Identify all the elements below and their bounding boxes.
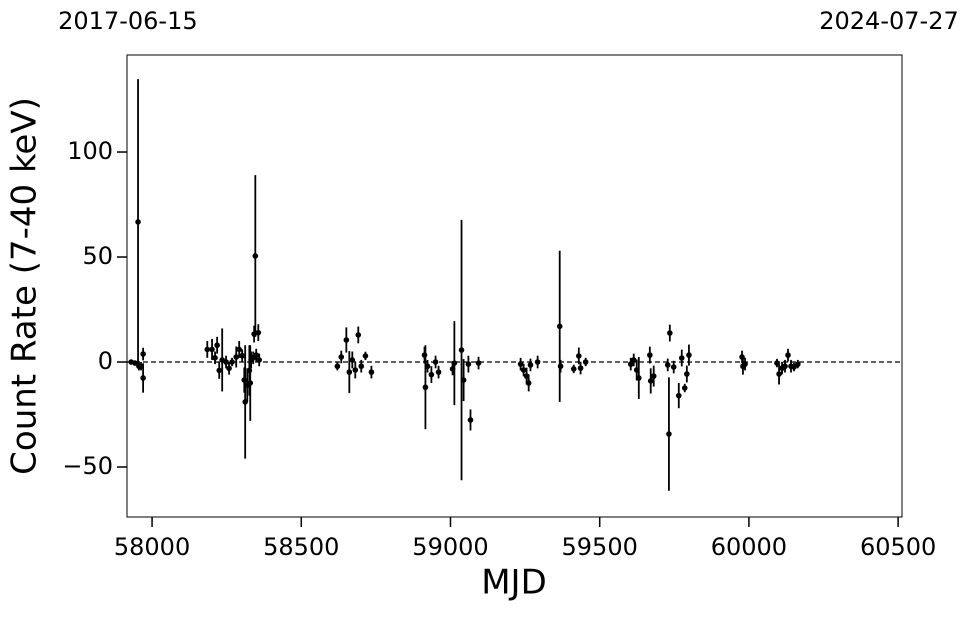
data-point [458,347,465,353]
data-point [667,330,673,336]
data-point [650,373,657,379]
x-axis-label: MJD [481,563,547,603]
data-point [742,361,748,367]
x-tick-label: 59000 [412,533,488,561]
data-point [435,369,442,375]
data-point [627,361,634,367]
data-point [355,332,362,338]
data-point [256,357,263,363]
data-point [776,371,782,377]
plot-frame [126,54,903,518]
data-point [666,431,672,437]
x-tick-label: 59500 [562,533,638,561]
data-point [670,364,677,370]
data-point [140,375,146,381]
y-tick-label: 0 [98,347,113,375]
data-point [212,355,218,361]
data-point [358,363,365,370]
data-point [467,417,474,423]
data-point [475,360,482,366]
data-point [686,352,692,358]
data-point [556,323,563,330]
y-axis-label: Count Rate (7-40 keV) [5,97,45,475]
data-point [582,359,589,365]
data-point [368,369,375,375]
y-tick-label: −50 [62,452,113,480]
data-point [255,329,262,336]
data-point [791,364,797,370]
data-point [681,385,688,391]
data-point [422,384,429,391]
data-point [675,392,682,399]
data-point [460,377,467,383]
data-point [132,360,138,366]
data-point [577,365,584,371]
data-point [570,366,577,372]
data-point [647,352,653,358]
x-tick-label: 58500 [263,533,339,561]
data-point [214,342,220,349]
data-point [517,361,524,367]
data-point [226,365,232,372]
data-point [664,362,671,368]
data-point [520,367,527,373]
x-tick-label: 58000 [114,533,190,561]
data-point [647,378,654,384]
data-point [236,346,243,353]
data-point [525,380,532,386]
x-tick-label: 60500 [860,533,936,561]
data-point [432,359,439,365]
data-point [338,354,345,360]
data-point [349,357,356,363]
data-point [135,219,141,225]
data-point [334,363,341,370]
data-point [229,359,235,365]
data-point [204,346,211,353]
data-point [424,363,431,370]
data-point [576,353,582,359]
data-point [343,337,350,343]
data-point [678,355,685,361]
data-point [140,351,146,357]
data-point [527,362,534,368]
data-point [782,363,788,370]
data-point [684,371,690,377]
data-point [785,352,791,358]
data-point [247,380,254,386]
top-date-label: 2024-07-27 [819,7,958,35]
data-point [233,354,240,360]
data-point [795,361,801,367]
data-point [465,361,472,367]
y-tick-label: 100 [67,137,113,165]
top-date-label: 2017-06-15 [58,7,197,35]
data-point [635,375,642,381]
x-tick-label: 60000 [711,533,787,561]
data-point [362,353,369,359]
data-point [557,363,564,370]
data-point [428,371,435,378]
y-tick-label: 50 [82,242,113,270]
data-point [253,352,260,358]
data-point [451,360,458,366]
data-point [346,369,353,375]
data-point [352,367,359,373]
data-point [209,346,215,353]
data-point [223,359,229,365]
data-point [252,253,259,259]
data-point [216,367,223,374]
data-point [239,352,245,359]
data-point [534,359,541,365]
data-point [630,357,637,363]
